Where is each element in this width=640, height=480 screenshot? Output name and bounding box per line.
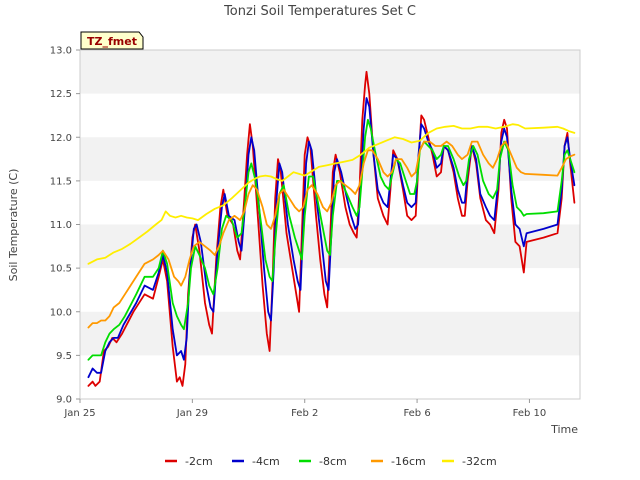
y-tick-label: 10.0 — [50, 307, 72, 318]
legend-label: -8cm — [319, 455, 347, 468]
y-tick-label: 12.0 — [50, 133, 72, 144]
x-tick-label: Feb 10 — [513, 408, 547, 419]
site-badge: TZ_fmet — [80, 31, 144, 50]
y-tick-label: 10.5 — [50, 264, 72, 275]
x-tick-label: Feb 2 — [291, 408, 318, 419]
site-badge-box — [80, 31, 144, 50]
plot-area — [79, 49, 581, 400]
y-axis: 9.0 9.5 10.0 10.5 11.0 11.5 12.0 12.5 13.0 — [50, 46, 80, 406]
y-tick-label: 12.5 — [50, 89, 72, 100]
legend-label: -16cm — [391, 455, 426, 468]
x-axis-label: Time — [550, 423, 578, 436]
grid-band — [80, 50, 580, 94]
y-axis-label: Soil Temperature (C) — [7, 169, 20, 282]
x-axis: Jan 25 Jan 29 Feb 2 Feb 6 Feb 10 — [63, 399, 546, 419]
series-line-8cm — [87, 118, 576, 361]
y-tick-label: 9.0 — [56, 395, 72, 406]
series-line-32cm — [87, 123, 576, 265]
x-tick-label: Feb 6 — [403, 408, 430, 419]
grid-bands — [80, 50, 580, 356]
series-line-16cm — [87, 140, 576, 329]
chart-title: Tonzi Soil Temperatures Set C — [223, 4, 416, 19]
legend-label: -2cm — [185, 455, 213, 468]
y-tick-label: 13.0 — [50, 46, 72, 57]
legend-label: -32cm — [462, 455, 497, 468]
y-tick-label: 11.5 — [50, 176, 72, 187]
x-tick-label: Jan 25 — [63, 408, 95, 419]
x-tick-label: Jan 29 — [176, 408, 208, 419]
series-lines — [87, 70, 576, 387]
site-badge-label: TZ_fmet — [87, 35, 137, 48]
chart-legend: -2cm -4cm -8cm -16cm -32cm — [165, 455, 497, 468]
grid-band — [80, 311, 580, 356]
y-tick-label: 9.5 — [56, 351, 72, 362]
legend-label: -4cm — [252, 455, 280, 468]
y-tick-label: 11.0 — [50, 220, 72, 231]
